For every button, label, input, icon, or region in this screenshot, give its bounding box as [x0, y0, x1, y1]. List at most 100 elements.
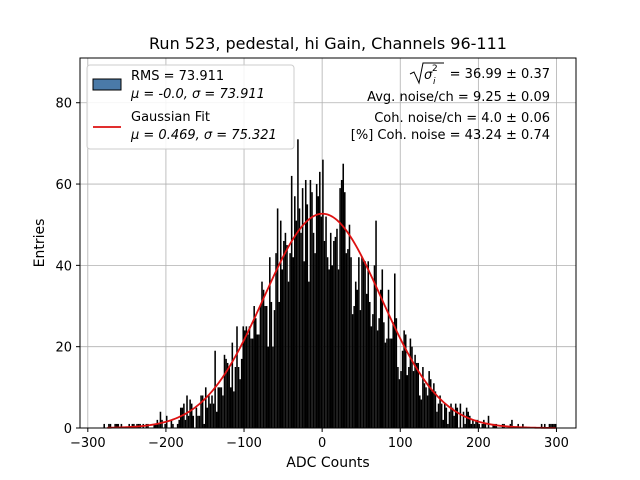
histogram-bar: [159, 411, 162, 428]
histogram-bar: [253, 306, 255, 428]
annotation-coh-noise: Coh. noise/ch = 4.0 ± 0.06: [374, 111, 550, 126]
histogram-bar: [314, 253, 316, 428]
histogram-bar: [379, 289, 382, 428]
histogram-bar: [337, 269, 340, 428]
histogram-bar: [345, 253, 348, 428]
histogram-bar: [551, 423, 554, 428]
histogram-bar: [431, 391, 434, 428]
histogram-bar: [351, 314, 354, 428]
histogram-bar: [342, 163, 345, 428]
histogram-bar: [211, 395, 213, 428]
histogram-bar: [417, 362, 419, 428]
histogram-bar: [259, 306, 262, 428]
histogram-bar: [306, 204, 309, 428]
histogram-bar: [367, 261, 370, 428]
histogram-bar: [190, 403, 193, 428]
histogram-bar: [450, 403, 452, 428]
histogram-bar: [154, 423, 157, 428]
histogram-bar: [187, 415, 190, 428]
histogram-bar: [386, 338, 388, 428]
histogram-bar: [120, 423, 123, 428]
histogram-bar: [308, 281, 310, 428]
histogram-bar: [365, 293, 368, 428]
histogram-bar: [222, 395, 224, 428]
histogram-bar: [319, 171, 321, 428]
histogram-bar: [212, 403, 215, 428]
histogram-bar: [334, 236, 337, 428]
histogram-bar: [550, 423, 552, 428]
histogram-bar: [487, 415, 490, 428]
x-tick-label: −300: [70, 436, 106, 451]
histogram-bar: [217, 387, 220, 428]
histogram-bar: [219, 387, 221, 428]
histogram-bar: [364, 261, 366, 428]
histogram-bar: [304, 179, 307, 428]
histogram-bar: [492, 423, 494, 428]
histogram-bar: [443, 403, 446, 428]
noise-annotations: σ 2 i = 36.99 ± 0.37 Avg. noise/ch = 9.2…: [351, 62, 550, 143]
histogram-bar: [445, 407, 448, 428]
legend-swatch-histogram: [92, 78, 122, 91]
y-tick-label: 60: [55, 178, 72, 193]
histogram-bar: [295, 220, 298, 428]
histogram-bar: [281, 269, 284, 428]
histogram-bar: [248, 326, 251, 428]
histogram-bar: [269, 257, 271, 428]
legend-label-histogram-stats: μ = -0.0, σ = 73.911: [130, 87, 265, 102]
histogram-bar: [286, 245, 288, 428]
histogram-bar: [375, 220, 377, 428]
chart-title: Run 523, pedestal, hi Gain, Channels 96-…: [149, 34, 507, 53]
x-tick-label: 100: [388, 436, 413, 451]
histogram-bar: [117, 423, 120, 428]
histogram-bar: [378, 318, 380, 428]
histogram-bar: [128, 423, 130, 428]
histogram-bar: [311, 192, 313, 428]
histogram-bar: [279, 220, 282, 428]
histogram-bar: [406, 375, 409, 428]
histogram-bar: [158, 423, 160, 428]
histogram-bar: [453, 415, 455, 428]
histogram-bar: [340, 179, 343, 428]
histogram-bar: [476, 419, 479, 428]
histogram-bar: [181, 407, 184, 428]
histogram-bar: [294, 196, 296, 428]
histogram-bar: [323, 240, 326, 428]
annotation-coh-noise-percent: [%] Coh. noise = 43.24 ± 0.74: [351, 128, 550, 143]
histogram-bar: [481, 423, 484, 428]
histogram-bar: [309, 179, 312, 428]
histogram-bar: [370, 326, 373, 428]
histogram-bar: [398, 379, 401, 428]
histogram-bar: [548, 423, 551, 428]
annotation-sigma: = 36.99 ± 0.37: [450, 67, 550, 82]
histogram-bar: [204, 387, 207, 428]
x-tick-label: 200: [466, 436, 491, 451]
x-tick-label: −200: [148, 436, 184, 451]
histogram-bar: [287, 281, 290, 428]
histogram-bar: [267, 346, 270, 428]
histogram-bar: [297, 139, 299, 429]
histogram-bar: [415, 362, 418, 428]
histogram-bar: [192, 415, 195, 428]
histogram-bar: [251, 338, 254, 428]
histogram-bar: [303, 261, 305, 428]
histogram-bar: [186, 395, 188, 428]
histogram-bar: [451, 407, 454, 428]
histogram-bar: [201, 395, 204, 428]
legend-label-fit-stats: μ = 0.469, σ = 75.321: [130, 128, 277, 143]
histogram-bar: [115, 423, 118, 428]
histogram-bar: [209, 403, 212, 428]
histogram-bar: [369, 301, 371, 428]
histogram-bar: [362, 261, 365, 428]
histogram-bar: [322, 159, 324, 428]
histogram-bar: [206, 407, 209, 428]
svg-text:2: 2: [432, 64, 438, 74]
histogram-bar: [315, 184, 318, 428]
histogram-bar: [442, 419, 444, 428]
histogram-bar: [172, 423, 174, 428]
histogram-bar: [359, 310, 362, 428]
histogram-bar: [447, 423, 449, 428]
histogram-bar: [234, 367, 237, 428]
histogram-bar: [298, 208, 301, 428]
histogram-bar: [390, 338, 393, 428]
histogram-bar: [373, 265, 376, 428]
